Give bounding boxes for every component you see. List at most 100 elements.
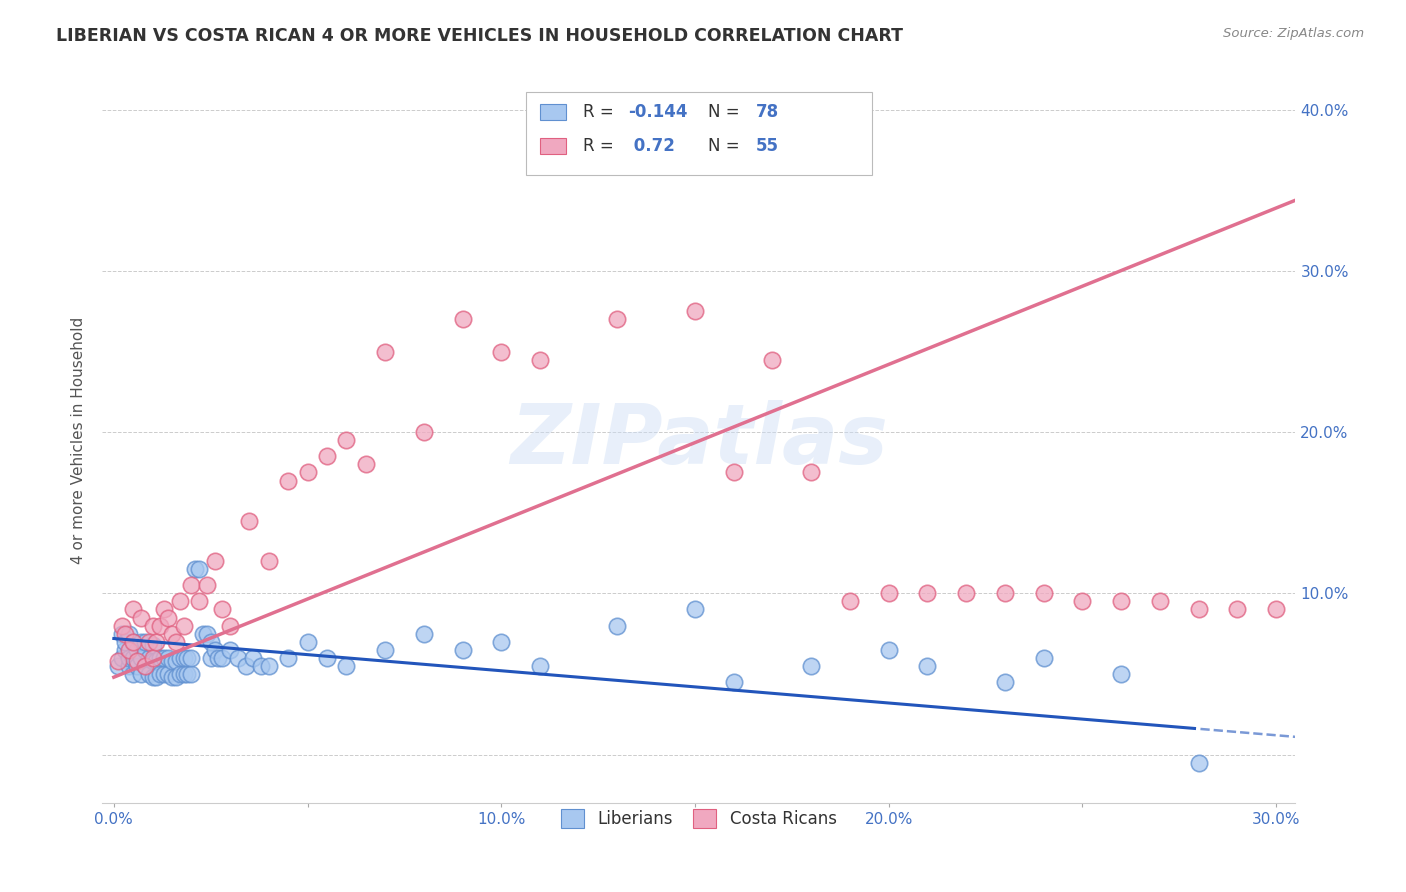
Point — [160, 654, 183, 668]
Point — [142, 654, 165, 668]
Point — [257, 659, 280, 673]
Point — [211, 651, 233, 665]
Point — [188, 562, 211, 576]
Point — [165, 654, 187, 668]
Point — [800, 466, 823, 480]
Point — [211, 602, 233, 616]
Point — [138, 667, 160, 681]
Point — [125, 654, 148, 668]
Point — [374, 642, 396, 657]
Point — [118, 659, 141, 673]
Point — [142, 618, 165, 632]
Point — [877, 586, 900, 600]
Point — [955, 586, 977, 600]
Point — [122, 602, 145, 616]
Point — [129, 634, 152, 648]
Text: ZIPatlas: ZIPatlas — [510, 400, 887, 481]
Point — [204, 642, 226, 657]
Point — [169, 667, 191, 681]
Point — [1265, 602, 1288, 616]
Point — [145, 670, 167, 684]
Point — [761, 352, 783, 367]
Point — [335, 433, 357, 447]
Point — [122, 634, 145, 648]
Point — [1226, 602, 1249, 616]
Point — [207, 651, 229, 665]
Point — [297, 466, 319, 480]
Point — [160, 670, 183, 684]
Point — [110, 618, 132, 632]
Point — [145, 634, 167, 648]
Point — [114, 642, 136, 657]
Point — [238, 514, 260, 528]
Point — [122, 667, 145, 681]
Point — [188, 594, 211, 608]
Point — [138, 634, 160, 648]
Point — [412, 626, 434, 640]
Point — [118, 651, 141, 665]
Text: -0.144: -0.144 — [628, 103, 688, 121]
Point — [173, 667, 195, 681]
Point — [129, 610, 152, 624]
Point — [412, 425, 434, 439]
Point — [110, 626, 132, 640]
Text: 0.72: 0.72 — [628, 137, 675, 155]
Text: N =: N = — [709, 103, 745, 121]
Point — [354, 458, 377, 472]
Point — [529, 659, 551, 673]
Point — [277, 474, 299, 488]
Point — [219, 642, 242, 657]
Point — [917, 586, 939, 600]
Point — [160, 626, 183, 640]
Point — [145, 654, 167, 668]
Point — [917, 659, 939, 673]
Point — [877, 642, 900, 657]
Point — [122, 634, 145, 648]
Point — [200, 634, 222, 648]
Text: 78: 78 — [756, 103, 779, 121]
Point — [153, 667, 176, 681]
Point — [242, 651, 264, 665]
Point — [176, 667, 198, 681]
Point — [219, 618, 242, 632]
Point — [118, 626, 141, 640]
Point — [157, 667, 180, 681]
Point — [191, 626, 214, 640]
Point — [200, 651, 222, 665]
Point — [180, 578, 202, 592]
Point — [153, 651, 176, 665]
Text: 55: 55 — [756, 137, 779, 155]
Point — [994, 675, 1017, 690]
Point — [134, 634, 156, 648]
Point — [118, 642, 141, 657]
Point — [122, 651, 145, 665]
Point — [335, 659, 357, 673]
Point — [134, 642, 156, 657]
Point — [250, 659, 273, 673]
Point — [110, 651, 132, 665]
Point — [800, 659, 823, 673]
Text: N =: N = — [709, 137, 745, 155]
Y-axis label: 4 or more Vehicles in Household: 4 or more Vehicles in Household — [72, 317, 86, 564]
Point — [195, 626, 218, 640]
Point — [107, 659, 129, 673]
Point — [994, 586, 1017, 600]
Point — [149, 618, 172, 632]
Point — [297, 634, 319, 648]
Point — [451, 312, 474, 326]
Point — [1149, 594, 1171, 608]
Text: Source: ZipAtlas.com: Source: ZipAtlas.com — [1223, 27, 1364, 40]
Point — [149, 667, 172, 681]
Point — [157, 651, 180, 665]
Point — [491, 634, 513, 648]
Point — [176, 651, 198, 665]
Point — [142, 651, 165, 665]
Point — [153, 602, 176, 616]
Point — [180, 667, 202, 681]
Point — [149, 651, 172, 665]
FancyBboxPatch shape — [540, 104, 567, 120]
Point — [1032, 586, 1054, 600]
Point — [173, 651, 195, 665]
Point — [606, 618, 628, 632]
Point — [142, 670, 165, 684]
